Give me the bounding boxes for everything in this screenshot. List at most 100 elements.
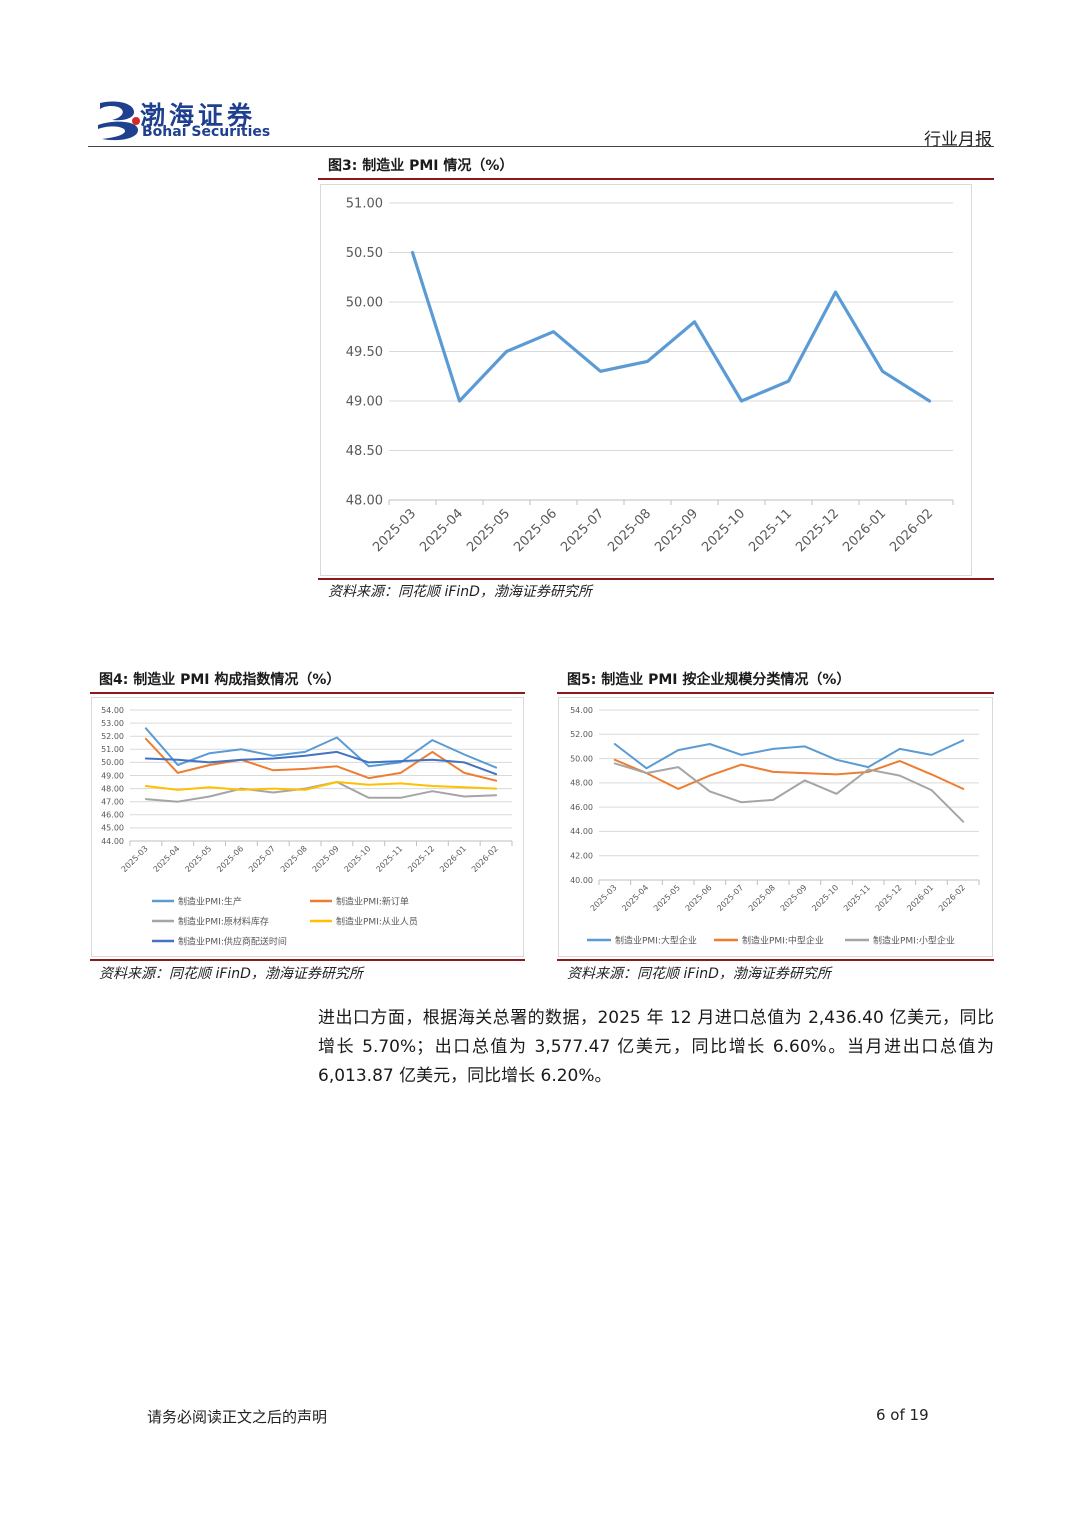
- y-tick-label: 47.00: [101, 798, 124, 807]
- y-tick-label: 45.00: [101, 824, 124, 833]
- x-tick-label: 2025-06: [215, 844, 245, 874]
- fig3-title: 图3: 制造业 PMI 情况（%）: [328, 158, 514, 174]
- x-tick-label: 2025-10: [810, 883, 840, 913]
- x-tick-label: 2025-09: [779, 883, 809, 913]
- y-tick-label: 50.00: [101, 758, 124, 767]
- x-tick-label: 2025-12: [874, 883, 904, 913]
- x-tick-label: 2025-03: [370, 506, 419, 555]
- x-tick-label: 2025-11: [842, 883, 872, 913]
- y-tick-label: 50.00: [346, 296, 383, 311]
- y-tick-label: 48.00: [570, 779, 593, 788]
- y-tick-label: 44.00: [101, 837, 124, 846]
- x-tick-label: 2026-01: [905, 883, 935, 913]
- series-line-2: [613, 758, 965, 790]
- x-tick-label: 2025-09: [652, 506, 701, 555]
- bohai-logo: [98, 101, 140, 141]
- x-tick-label: 2025-12: [406, 844, 436, 874]
- footer-disclaimer: 请务必阅读正文之后的声明: [147, 1408, 328, 1426]
- x-tick-label: 2025-10: [343, 844, 373, 874]
- x-tick-label: 2026-01: [840, 506, 889, 555]
- x-tick-label: 2025-11: [374, 844, 404, 874]
- x-tick-label: 2025-04: [417, 506, 466, 555]
- header-divider: [88, 146, 994, 147]
- x-tick-label: 2025-07: [247, 844, 277, 874]
- fig4-bottom-rule: [90, 959, 525, 961]
- x-tick-label: 2026-01: [438, 844, 468, 874]
- series-line-5: [144, 750, 498, 776]
- x-tick-label: 2025-10: [699, 506, 748, 555]
- fig5-bottom-rule: [557, 959, 994, 961]
- fig4-top-rule: [90, 692, 525, 694]
- y-tick-label: 52.00: [101, 732, 124, 741]
- x-tick-label: 2025-06: [684, 883, 714, 913]
- series-line-4: [144, 781, 498, 791]
- fig3-chart: 48.00 48.50 49.00 49.50 50.00 50.50 51.00 2025-…: [346, 197, 954, 555]
- fig4-title: 图4: 制造业 PMI 构成指数情况（%）: [99, 672, 341, 688]
- fig4-chart: 44.00 45.00 46.00 47.00 48.00 49.00 50.00 51.00…: [101, 706, 513, 947]
- fig5-chart: 40.00 42.00 44.00 46.00 48.00 50.00 52.00 54.00…: [570, 706, 980, 946]
- y-tick-label: 50.00: [570, 754, 593, 763]
- legend-label: 制造业PMI:中型企业: [742, 934, 824, 946]
- x-tick-label: 2025-09: [311, 844, 341, 874]
- logo-mark-upper: [100, 101, 134, 121]
- x-tick-label: 2025-05: [464, 506, 513, 555]
- body-paragraph: 进出口方面，根据海关总署的数据，2025 年 12 月进口总值为 2,436.4…: [318, 1008, 994, 1086]
- x-tick-label: 2026-02: [937, 883, 967, 913]
- fig5-top-rule: [557, 692, 994, 694]
- fig4-chart-frame: 44.00 45.00 46.00 47.00 48.00 49.00 50.00 51.00…: [91, 697, 524, 957]
- x-tick-label: 2025-04: [152, 844, 182, 874]
- legend-label: 制造业PMI:从业人员: [336, 915, 418, 927]
- legend-label: 制造业PMI:小型企业: [873, 934, 955, 946]
- fig4-source: 资料来源：同花顺 iFinD，渤海证券研究所: [99, 966, 363, 982]
- y-tick-label: 49.00: [346, 395, 383, 410]
- x-tick-label: 2026-02: [887, 506, 936, 555]
- y-tick-label: 48.50: [346, 444, 383, 459]
- y-tick-label: 49.50: [346, 345, 383, 360]
- fig3-top-rule: [318, 178, 994, 180]
- page-number: 6 of 19: [876, 1406, 929, 1424]
- legend-label: 制造业PMI:供应商配送时间: [178, 935, 287, 947]
- y-tick-label: 51.00: [346, 197, 383, 212]
- y-tick-label: 54.00: [101, 706, 124, 715]
- y-tick-label: 40.00: [570, 876, 593, 885]
- y-tick-label: 44.00: [570, 827, 593, 836]
- x-tick-label: 2025-11: [746, 506, 795, 555]
- brand-name-cn: 渤海证券: [140, 101, 257, 130]
- legend-label: 制造业PMI:大型企业: [615, 934, 697, 946]
- y-tick-label: 46.00: [101, 811, 124, 820]
- x-tick-label: 2025-03: [589, 883, 619, 913]
- series-line-3: [613, 762, 965, 823]
- x-tick-label: 2025-08: [605, 506, 654, 555]
- y-tick-label: 42.00: [570, 852, 593, 861]
- x-tick-label: 2025-03: [120, 844, 150, 874]
- fig3-bottom-rule: [318, 578, 994, 580]
- logo-dot: [132, 117, 140, 125]
- y-tick-label: 51.00: [101, 745, 124, 754]
- y-tick-label: 46.00: [570, 803, 593, 812]
- y-tick-label: 53.00: [101, 719, 124, 728]
- fig5-chart-frame: 40.00 42.00 44.00 46.00 48.00 50.00 52.00 54.00…: [558, 697, 993, 957]
- fig3-chart-frame: 48.00 48.50 49.00 49.50 50.00 50.50 51.00 2025-…: [320, 184, 972, 576]
- x-tick-label: 2025-04: [620, 883, 650, 913]
- legend-label: 制造业PMI:生产: [178, 895, 242, 907]
- x-tick-label: 2025-08: [279, 844, 309, 874]
- x-tick-label: 2025-06: [511, 506, 560, 555]
- legend-label: 制造业PMI:新订单: [336, 895, 409, 907]
- logo-mark-lower: [98, 121, 138, 141]
- x-tick-label: 2025-08: [747, 883, 777, 913]
- x-tick-label: 2026-02: [470, 844, 500, 874]
- x-tick-label: 2025-05: [183, 844, 213, 874]
- y-tick-label: 54.00: [570, 706, 593, 715]
- x-tick-label: 2025-12: [793, 506, 842, 555]
- y-tick-label: 48.00: [101, 784, 124, 793]
- report-type: 行业月报: [924, 130, 992, 150]
- fig5-source: 资料来源：同花顺 iFinD，渤海证券研究所: [567, 966, 831, 982]
- fig3-source: 资料来源：同花顺 iFinD，渤海证券研究所: [328, 584, 592, 600]
- x-tick-label: 2025-07: [558, 506, 607, 555]
- series-line-1: [613, 739, 965, 770]
- fig5-title: 图5: 制造业 PMI 按企业规模分类情况（%）: [567, 672, 851, 688]
- y-tick-label: 48.00: [346, 494, 383, 509]
- brand-name-en: Bohai Securities: [142, 124, 271, 140]
- legend-label: 制造业PMI:原材料库存: [178, 915, 269, 927]
- y-tick-label: 49.00: [101, 771, 124, 780]
